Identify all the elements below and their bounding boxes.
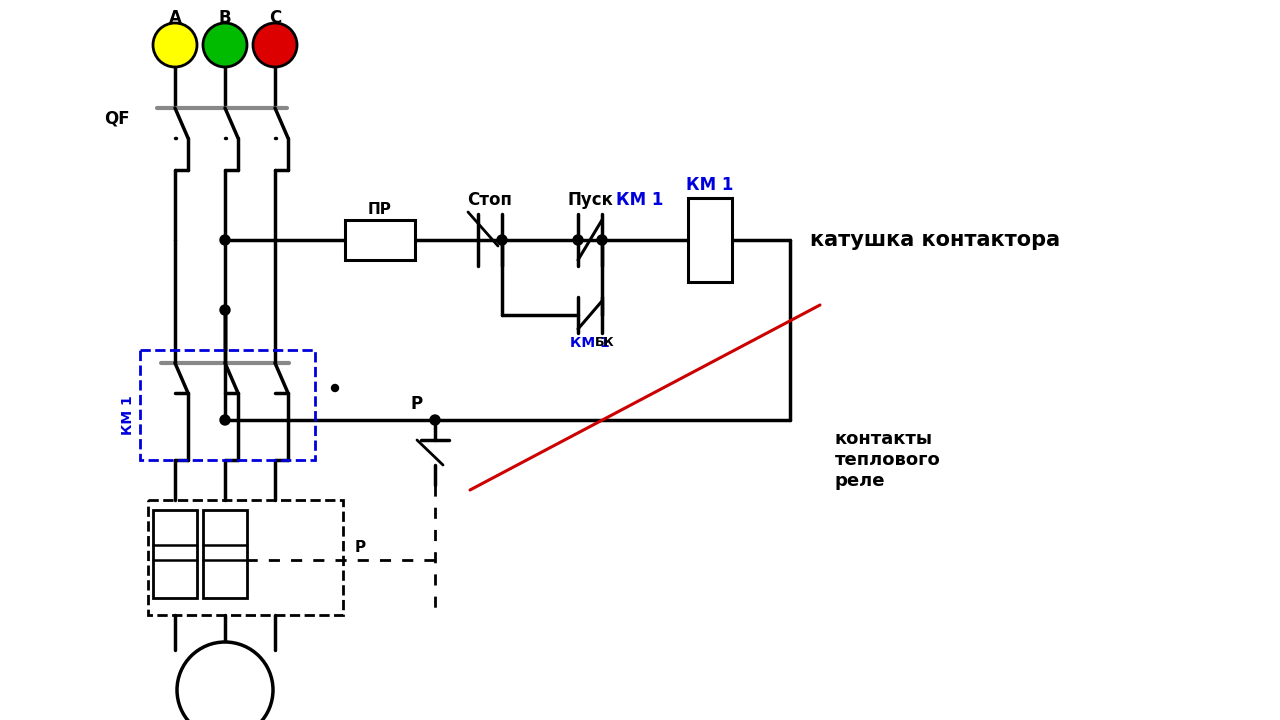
Circle shape xyxy=(204,23,247,67)
Bar xyxy=(346,220,415,260)
Text: КМ 1: КМ 1 xyxy=(616,191,664,209)
Text: Пуск: Пуск xyxy=(567,191,613,209)
Circle shape xyxy=(596,235,607,245)
Text: КМ 1: КМ 1 xyxy=(570,336,609,350)
Text: Р: Р xyxy=(411,395,424,413)
Circle shape xyxy=(497,235,507,245)
Circle shape xyxy=(220,235,230,245)
Circle shape xyxy=(573,235,582,245)
Circle shape xyxy=(154,23,197,67)
Bar xyxy=(689,198,732,282)
Circle shape xyxy=(430,415,440,425)
Text: контакты
теплового
реле: контакты теплового реле xyxy=(835,430,941,490)
Circle shape xyxy=(220,415,230,425)
Circle shape xyxy=(332,384,338,392)
Bar xyxy=(154,510,197,598)
Text: QF: QF xyxy=(105,109,131,127)
Text: М: М xyxy=(215,680,236,700)
Circle shape xyxy=(253,23,297,67)
Text: С: С xyxy=(269,9,282,27)
Circle shape xyxy=(220,305,230,315)
Text: Стоп: Стоп xyxy=(467,191,512,209)
Text: КМ 1: КМ 1 xyxy=(122,395,134,435)
Text: А: А xyxy=(169,9,182,27)
Bar xyxy=(204,510,247,598)
Text: катушка контактора: катушка контактора xyxy=(810,230,1060,250)
Circle shape xyxy=(177,642,273,720)
Text: КМ 1: КМ 1 xyxy=(686,176,733,194)
Text: В: В xyxy=(219,9,232,27)
Text: БК: БК xyxy=(595,336,614,349)
Text: ПР: ПР xyxy=(369,202,392,217)
Text: Р: Р xyxy=(355,541,366,556)
